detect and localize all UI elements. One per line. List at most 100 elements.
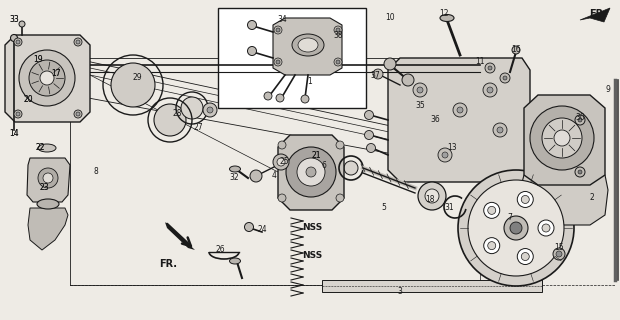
Circle shape: [366, 143, 376, 153]
Circle shape: [74, 38, 82, 46]
Text: 19: 19: [33, 55, 43, 65]
Circle shape: [276, 28, 280, 32]
Text: 17: 17: [51, 69, 61, 78]
Circle shape: [276, 60, 280, 64]
Circle shape: [468, 180, 564, 276]
Text: 27: 27: [193, 124, 203, 132]
Polygon shape: [520, 175, 608, 225]
Circle shape: [334, 58, 342, 66]
Polygon shape: [27, 158, 70, 202]
Circle shape: [542, 118, 582, 158]
Circle shape: [542, 224, 550, 232]
Circle shape: [250, 170, 262, 182]
Text: 33: 33: [9, 15, 19, 25]
Text: 13: 13: [447, 143, 457, 153]
Text: 21: 21: [311, 150, 321, 159]
Circle shape: [297, 158, 325, 186]
Polygon shape: [580, 8, 610, 22]
Text: 38: 38: [333, 31, 343, 41]
Circle shape: [373, 69, 383, 79]
Circle shape: [286, 147, 336, 197]
Text: 18: 18: [425, 196, 435, 204]
Text: 7: 7: [508, 213, 513, 222]
Circle shape: [484, 202, 500, 218]
Circle shape: [453, 103, 467, 117]
Circle shape: [575, 167, 585, 177]
Circle shape: [485, 63, 495, 73]
Circle shape: [273, 154, 289, 170]
Circle shape: [336, 141, 344, 149]
Circle shape: [276, 94, 284, 102]
Circle shape: [488, 242, 496, 250]
Circle shape: [578, 170, 582, 174]
Bar: [322, 280, 542, 292]
Text: 16: 16: [511, 45, 521, 54]
Circle shape: [29, 60, 65, 96]
Circle shape: [247, 46, 257, 55]
Bar: [218, 8, 366, 108]
Polygon shape: [524, 95, 605, 185]
Text: 37: 37: [370, 70, 380, 79]
Circle shape: [517, 191, 533, 207]
Text: 22: 22: [35, 143, 45, 153]
Circle shape: [575, 115, 585, 125]
Circle shape: [19, 21, 25, 27]
Circle shape: [74, 110, 82, 118]
Ellipse shape: [37, 199, 59, 209]
Circle shape: [264, 92, 272, 100]
Circle shape: [512, 46, 520, 54]
Text: 10: 10: [385, 13, 395, 22]
Polygon shape: [5, 35, 90, 122]
Ellipse shape: [440, 14, 454, 21]
Circle shape: [458, 170, 574, 286]
Circle shape: [76, 40, 80, 44]
Circle shape: [521, 252, 529, 260]
Text: 4: 4: [272, 171, 277, 180]
Text: 21: 21: [311, 150, 321, 159]
Text: 15: 15: [554, 244, 564, 252]
Text: 20: 20: [23, 95, 33, 105]
Circle shape: [553, 248, 565, 260]
Circle shape: [521, 196, 529, 204]
Circle shape: [181, 97, 203, 119]
Text: 5: 5: [381, 204, 386, 212]
Circle shape: [111, 63, 155, 107]
Circle shape: [203, 103, 217, 117]
Circle shape: [11, 35, 17, 42]
Polygon shape: [273, 18, 342, 75]
Circle shape: [306, 167, 316, 177]
Circle shape: [207, 107, 213, 113]
Circle shape: [16, 40, 20, 44]
Text: 36: 36: [430, 116, 440, 124]
Circle shape: [154, 104, 186, 136]
Polygon shape: [278, 135, 344, 210]
Text: FR.: FR.: [159, 259, 177, 269]
Circle shape: [578, 118, 582, 122]
Circle shape: [336, 60, 340, 64]
Circle shape: [384, 58, 396, 70]
Text: 22: 22: [35, 143, 45, 153]
Circle shape: [488, 66, 492, 70]
Circle shape: [274, 26, 282, 34]
Circle shape: [530, 106, 594, 170]
Text: 23: 23: [39, 183, 49, 193]
Text: 33: 33: [9, 15, 19, 25]
Text: NSS: NSS: [302, 252, 322, 260]
Circle shape: [554, 130, 570, 146]
Text: FR.: FR.: [589, 9, 607, 19]
Text: 34: 34: [277, 15, 287, 25]
Text: 12: 12: [439, 10, 449, 19]
Circle shape: [493, 123, 507, 137]
Circle shape: [247, 20, 257, 29]
Text: 25: 25: [279, 157, 289, 166]
Text: 14: 14: [9, 130, 19, 139]
Circle shape: [365, 131, 373, 140]
Ellipse shape: [229, 166, 241, 172]
Text: 23: 23: [39, 183, 49, 193]
Circle shape: [277, 158, 285, 166]
Polygon shape: [165, 222, 195, 250]
Circle shape: [438, 148, 452, 162]
Text: 32: 32: [229, 173, 239, 182]
Circle shape: [14, 38, 22, 46]
Circle shape: [442, 152, 448, 158]
